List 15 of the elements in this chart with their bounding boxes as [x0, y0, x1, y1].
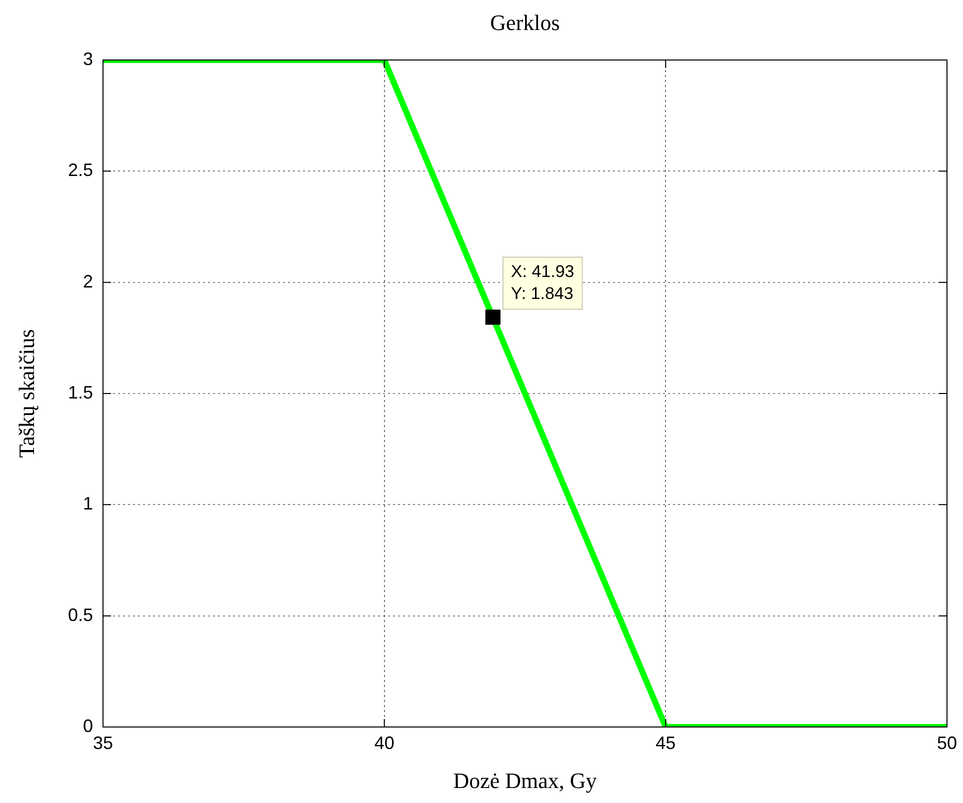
- x-tick-label: 45: [656, 732, 676, 753]
- x-tick-label: 50: [936, 732, 958, 753]
- y-axis-title: Taškų skaičius: [14, 329, 39, 458]
- y-tick-label: 3: [82, 48, 93, 69]
- y-tick-label: 0.5: [68, 604, 93, 625]
- x-axis-title: Dozė Dmax, Gy: [453, 768, 597, 793]
- x-tick-label: 35: [92, 732, 114, 753]
- x-tick-label: 40: [374, 732, 394, 753]
- y-tick-label: 1.5: [68, 382, 93, 402]
- y-tick-label: 2: [82, 271, 93, 292]
- y-tick-label: 0: [82, 716, 93, 736]
- chart-title: Gerklos: [490, 10, 560, 35]
- y-tick-label: 2.5: [68, 160, 93, 180]
- annotation: X: 41.93 Y: 1.843: [510, 262, 574, 303]
- y-tick-label: 1: [82, 494, 93, 514]
